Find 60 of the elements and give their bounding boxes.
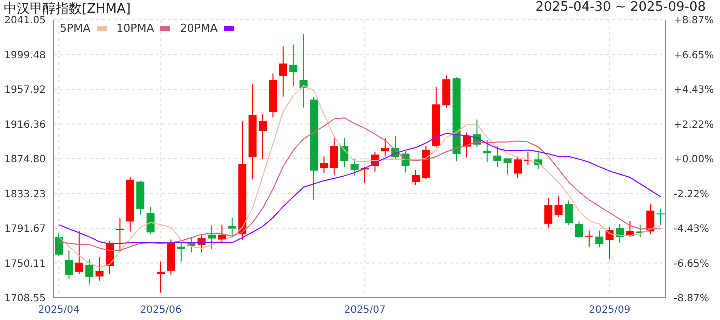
y-tick-label: 1791.67: [4, 224, 46, 236]
y-tick-label: 1874.80: [4, 154, 46, 166]
candlestick: [177, 242, 186, 262]
y-tick-label: 1750.11: [4, 258, 46, 270]
legend-label: 5PMA: [60, 22, 91, 35]
y2-tick-label: -2.22%: [674, 189, 710, 200]
y-tick-label: 2041.05: [4, 16, 46, 27]
candlestick: [514, 156, 522, 178]
candlestick: [290, 44, 298, 87]
candlestick: [656, 208, 665, 226]
candlestick: [116, 217, 124, 252]
candlestick: [75, 230, 84, 275]
y-tick-label: 1999.48: [4, 50, 46, 62]
legend-label: 10PMA: [116, 22, 154, 35]
candlestick: [218, 224, 226, 244]
x-tick-label: 2025/04: [38, 305, 80, 316]
y-tick-label: 1916.36: [4, 120, 46, 131]
x-tick-label: 2025/07: [344, 305, 386, 316]
x-tick-label: 2025/06: [140, 305, 182, 316]
candlestick: [381, 138, 390, 158]
chart-subtitle: 2025-04-30 ~ 2025-09-08: [536, 0, 706, 15]
candlestick: [259, 114, 267, 160]
candlestick: [228, 217, 236, 238]
y2-tick-label: -6.65%: [674, 258, 710, 270]
y-tick-label: 1833.23: [4, 189, 46, 200]
y2-tick-label: +2.22%: [674, 120, 714, 131]
candlestick: [96, 256, 104, 282]
candlestick: [646, 204, 655, 234]
candlestick: [86, 259, 94, 286]
candlestick: [575, 221, 584, 239]
candlestick: [494, 146, 502, 168]
candlestick: [340, 138, 349, 168]
y2-tick-label: +4.43%: [674, 85, 714, 96]
y2-tick-label: -8.87%: [674, 294, 710, 305]
y-tick-label: 1708.55: [4, 294, 46, 305]
candlestick: [65, 250, 74, 280]
legend-label: 20PMA: [180, 22, 218, 35]
candlestick: [565, 200, 573, 226]
candlestick: [350, 158, 359, 176]
candlestick: [554, 196, 563, 218]
candlestick: [330, 138, 338, 176]
candlestick: [146, 206, 155, 236]
chart-title: 中汉甲醇指数[ZHMA]: [4, 1, 131, 17]
candlestick: [412, 170, 420, 186]
candlestick: [208, 224, 216, 250]
candlestick: [606, 227, 614, 260]
candlestick: [585, 230, 594, 248]
x-tick-label: 2025/09: [589, 305, 631, 316]
y2-tick-label: +0.00%: [674, 154, 714, 166]
y2-tick-label: +8.87%: [674, 16, 714, 27]
candlestick: [544, 197, 553, 228]
candlestick: [596, 230, 604, 248]
candlestick: [504, 158, 512, 176]
candlestick: [320, 156, 328, 174]
y2-tick-label: +6.65%: [674, 50, 714, 62]
candlestick: [55, 232, 63, 256]
y2-tick-label: -4.43%: [674, 224, 710, 235]
y-tick-label: 1957.92: [4, 85, 46, 96]
candlestick: [279, 46, 288, 98]
candlestick: [483, 140, 492, 163]
